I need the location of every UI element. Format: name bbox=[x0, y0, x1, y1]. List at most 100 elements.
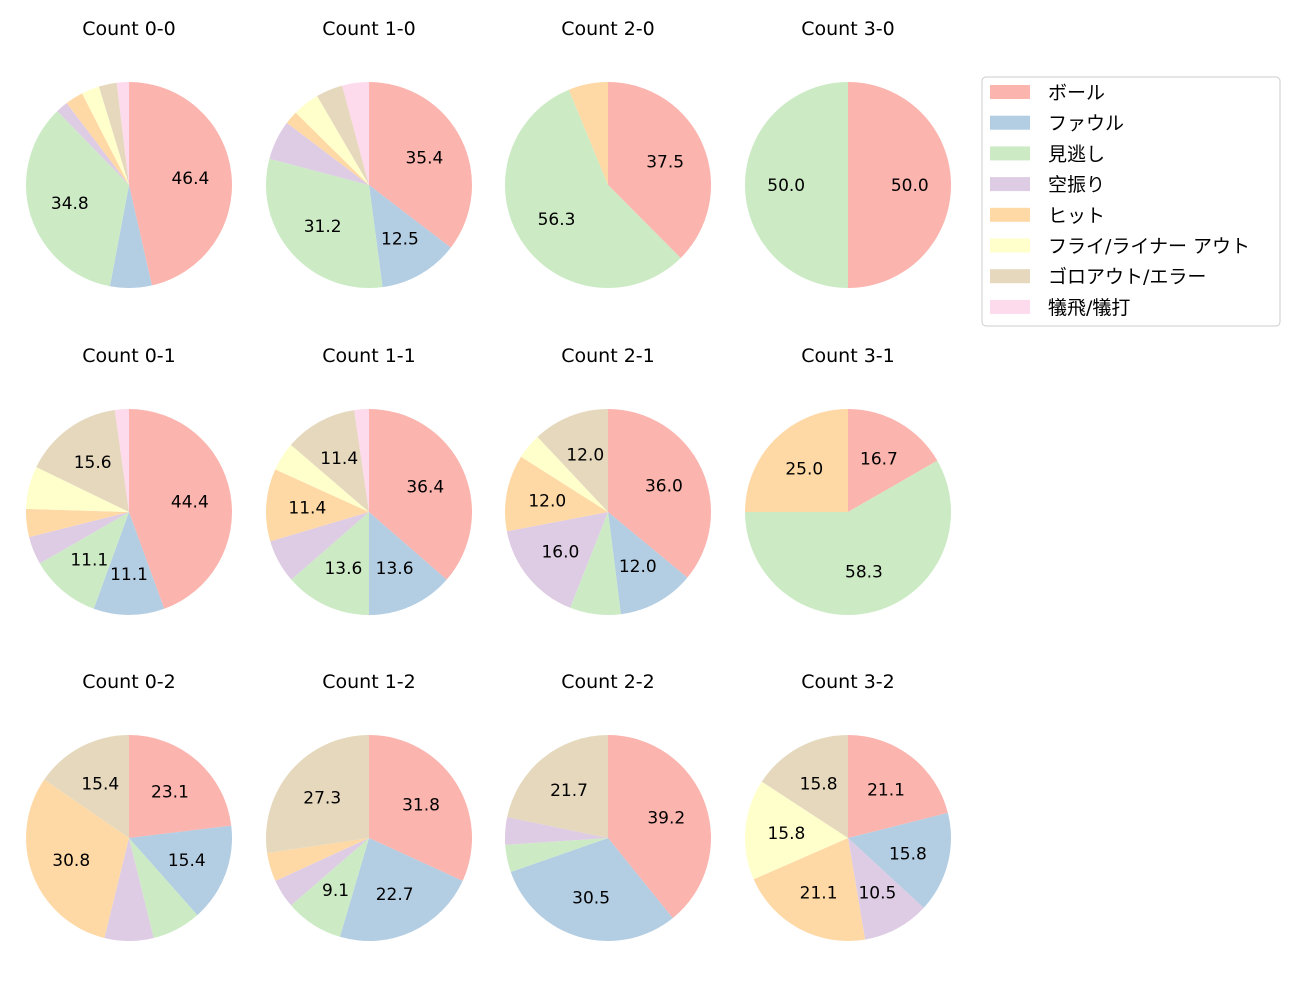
slice-label: 9.1 bbox=[322, 881, 349, 901]
pie-slice bbox=[342, 82, 369, 185]
pie-slice bbox=[129, 82, 232, 286]
pie-slice bbox=[848, 735, 948, 838]
pie-slice bbox=[848, 409, 938, 512]
pie-slice bbox=[753, 838, 866, 942]
pie-slice bbox=[29, 512, 130, 564]
slice-label: 15.8 bbox=[800, 775, 838, 795]
pie-slice bbox=[608, 512, 688, 615]
slice-label: 15.4 bbox=[168, 851, 206, 871]
pie-slice bbox=[129, 409, 232, 609]
pie-slice bbox=[848, 838, 924, 940]
pie-slice bbox=[114, 409, 129, 512]
pie-slice bbox=[291, 838, 369, 937]
pie-title: Count 0-2 bbox=[82, 671, 176, 693]
pie-slice bbox=[36, 409, 129, 512]
pie-title: Count 3-2 bbox=[801, 671, 895, 693]
slice-label: 50.0 bbox=[891, 176, 929, 196]
pie-slice bbox=[745, 781, 848, 880]
pie-slice bbox=[275, 444, 369, 512]
slice-label: 13.6 bbox=[324, 559, 362, 579]
pie-slice bbox=[745, 82, 848, 288]
pie-chart: Count 1-2 31.8 22.7 9.1 27.3 bbox=[266, 671, 472, 941]
pie-slice bbox=[129, 735, 232, 838]
pie-slice bbox=[93, 512, 165, 615]
legend-label: ゴロアウト/エラー bbox=[1048, 266, 1206, 288]
legend-label: フライ/ライナー アウト bbox=[1048, 236, 1250, 258]
pie-slice bbox=[568, 82, 608, 185]
pie-chart: Count 2-1 36.0 12.0 16.0 12.0 12.0 bbox=[505, 345, 711, 615]
pie-slice bbox=[269, 122, 369, 185]
slice-label: 35.4 bbox=[405, 149, 443, 169]
pie-slice bbox=[98, 82, 129, 185]
legend-swatch bbox=[990, 115, 1030, 130]
pie-slice bbox=[506, 512, 608, 608]
legend-swatch bbox=[990, 207, 1030, 222]
pie-title: Count 2-2 bbox=[561, 671, 655, 693]
pie-slice bbox=[537, 409, 608, 512]
pie-slice bbox=[26, 779, 129, 939]
slice-label: 50.0 bbox=[767, 176, 805, 196]
slice-label: 13.6 bbox=[376, 559, 414, 579]
slice-label: 12.0 bbox=[619, 557, 657, 577]
pie-slice bbox=[286, 112, 369, 185]
slice-label: 27.3 bbox=[303, 789, 341, 809]
slice-label: 11.4 bbox=[288, 499, 326, 519]
pie-slice bbox=[44, 735, 129, 838]
pie-title: Count 0-0 bbox=[82, 18, 176, 40]
slice-label: 16.0 bbox=[541, 542, 579, 562]
legend-label: ファウル bbox=[1048, 113, 1124, 135]
pie-slice bbox=[26, 467, 130, 512]
pie-slice bbox=[848, 812, 951, 908]
pie-slice bbox=[369, 735, 472, 881]
legend-swatch bbox=[990, 177, 1030, 192]
slice-label: 21.1 bbox=[800, 883, 838, 903]
slice-label: 25.0 bbox=[785, 459, 823, 479]
legend-label: ボール bbox=[1048, 82, 1105, 104]
slice-label: 15.4 bbox=[81, 774, 119, 794]
pie-slice bbox=[270, 512, 369, 580]
pie-slice bbox=[505, 817, 608, 845]
pie-slice bbox=[570, 512, 621, 615]
pie-slice bbox=[369, 185, 451, 288]
slice-label: 22.7 bbox=[376, 885, 414, 905]
pie-slice bbox=[369, 82, 472, 248]
pie-chart: Count 0-0 46.4 34.8 bbox=[25, 18, 232, 288]
pie-slice bbox=[745, 409, 848, 512]
pie-slice bbox=[505, 456, 608, 532]
slice-label: 21.7 bbox=[550, 781, 588, 801]
slice-label: 39.2 bbox=[647, 808, 685, 828]
pie-chart: Count 0-2 23.1 15.4 30.8 15.4 bbox=[26, 671, 232, 941]
pie-chart: Count 0-1 44.4 11.111.1 15.6 bbox=[26, 345, 232, 615]
pie-slice bbox=[275, 838, 369, 906]
pie-slice bbox=[369, 512, 447, 615]
slice-label: 12.0 bbox=[566, 446, 604, 466]
pie-slice bbox=[295, 96, 369, 185]
pie-slice bbox=[317, 85, 369, 185]
slice-label: 15.6 bbox=[74, 453, 112, 473]
pie-slice bbox=[510, 838, 673, 942]
legend-swatch bbox=[990, 269, 1030, 284]
slice-label: 16.7 bbox=[860, 450, 898, 470]
legend-label: 見逃し bbox=[1048, 143, 1105, 165]
pie-slice bbox=[82, 86, 129, 185]
legend-swatch bbox=[990, 85, 1030, 99]
slice-label: 11.4 bbox=[320, 449, 358, 469]
pie-title: Count 3-1 bbox=[801, 345, 895, 367]
pie-slice bbox=[505, 838, 608, 873]
slice-label: 44.4 bbox=[171, 492, 209, 512]
legend-label: 犠飛/犠打 bbox=[1048, 297, 1130, 319]
pie-title: Count 0-1 bbox=[82, 345, 176, 367]
pie-chart: Count 1-0 35.4 12.5 31.2 bbox=[265, 18, 472, 288]
pie-slice bbox=[608, 735, 711, 919]
pie-slice bbox=[848, 82, 951, 288]
pie-slice bbox=[265, 158, 383, 288]
legend-frame bbox=[981, 76, 1281, 327]
pie-slice bbox=[291, 512, 369, 615]
slice-label: 58.3 bbox=[845, 563, 883, 583]
slice-label: 11.1 bbox=[70, 550, 108, 570]
pie-title: Count 1-0 bbox=[322, 18, 416, 40]
pie-chart: Count 3-2 21.1 15.8 10.5 21.1 15.8 15.8 bbox=[745, 671, 951, 942]
slice-label: 30.8 bbox=[52, 851, 90, 871]
